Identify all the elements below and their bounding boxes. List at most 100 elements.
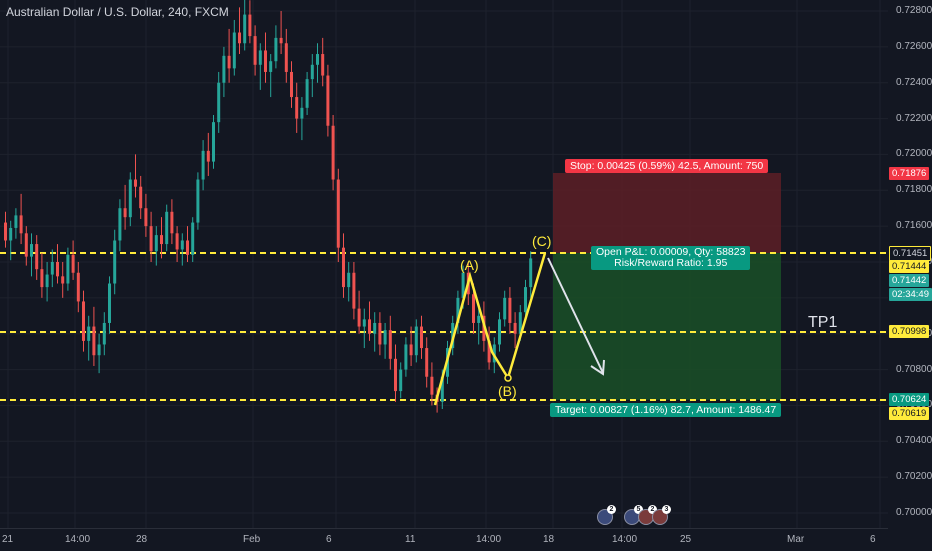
price-tick-label: 0.70800	[896, 363, 932, 375]
candle-body	[35, 244, 39, 270]
time-tick-label: Mar	[787, 534, 805, 545]
candle-body	[321, 54, 325, 76]
candle-body	[477, 315, 481, 323]
open-pnl-line-1: Open P&L: 0.00009, Qty: 58823	[596, 246, 746, 258]
time-tick-label: 14:00	[612, 534, 638, 545]
time-tick-label: Feb	[243, 534, 261, 545]
candle-body	[310, 64, 314, 80]
candle-body	[362, 319, 366, 327]
candle-body	[388, 330, 392, 359]
candle-body	[196, 179, 200, 223]
label-c: (C)	[532, 233, 552, 249]
candle-body	[118, 208, 122, 241]
candle-body	[253, 36, 257, 65]
candle-body	[61, 276, 65, 284]
candle-body	[357, 308, 361, 327]
tp1-price-badge: 0.70998	[889, 325, 930, 338]
candle-body	[316, 54, 319, 65]
candle-body	[284, 43, 288, 72]
candle-body	[175, 233, 179, 250]
candle-body	[518, 312, 522, 334]
last-price-badge: 0.71444	[889, 260, 930, 273]
candle-body	[487, 340, 491, 363]
candle-body	[144, 208, 148, 227]
time-tick-label: 28	[136, 534, 148, 545]
candle-body	[425, 348, 429, 377]
price-tick-label: 0.70000	[896, 506, 932, 518]
current-price-badge: 0.71442	[889, 274, 930, 287]
time-tick-label: 18	[543, 534, 555, 545]
label-a: (A)	[460, 257, 479, 273]
candles	[4, 0, 533, 413]
candle-body	[45, 274, 49, 288]
candle-body	[420, 326, 423, 349]
event-count: 2	[648, 505, 657, 514]
open-pnl-line-2: Risk/Reward Ratio: 1.95	[614, 257, 728, 269]
candle-body	[440, 376, 444, 402]
candle-body	[14, 215, 18, 228]
event-count: 5	[634, 505, 643, 514]
open-pnl-label: Open P&L: 0.00009, Qty: 58823 Risk/Rewar…	[591, 246, 751, 270]
time-tick-label: 21	[2, 534, 14, 545]
candle-body	[97, 344, 101, 356]
candle-body	[102, 322, 106, 345]
candle-body	[66, 254, 70, 284]
candle-body	[513, 322, 517, 334]
point-b-marker	[504, 374, 512, 382]
candle-body	[373, 322, 377, 334]
candle-body	[108, 283, 111, 323]
candle-body	[378, 322, 382, 345]
candle-body	[217, 82, 221, 123]
symbol-title: Australian Dollar / U.S. Dollar, 240, FX…	[6, 5, 229, 19]
tp1-label: TP1	[808, 314, 838, 331]
time-tick-label: 14:00	[65, 534, 91, 545]
candle-body	[154, 235, 158, 252]
time-axis[interactable]: 21 14:00 28 Feb 6 11 14:00 18 14:00 25 Mar 6	[0, 528, 888, 551]
candle-body	[71, 254, 75, 273]
candle-body	[269, 61, 273, 72]
candle-body	[206, 150, 210, 162]
candle-body	[394, 358, 397, 392]
candle-body	[305, 79, 309, 108]
countdown-badge: 02:34:49	[889, 288, 932, 301]
candle-body	[498, 319, 501, 345]
candle-body	[4, 222, 7, 241]
candle-body	[524, 287, 527, 313]
candle-body	[212, 122, 215, 162]
candle-body	[331, 125, 335, 180]
candle-body	[461, 272, 465, 298]
candle-body	[56, 261, 59, 277]
target-zone	[553, 253, 781, 400]
candle-body	[186, 240, 189, 255]
candle-body	[243, 14, 247, 44]
candle-body	[201, 150, 205, 180]
candle-body	[238, 32, 241, 44]
entry-price-badge: 0.71451	[889, 246, 932, 261]
candle-body	[300, 107, 304, 119]
candle-body	[404, 344, 408, 370]
candle-body	[40, 269, 44, 288]
price-chart[interactable]	[0, 0, 888, 528]
candle-body	[336, 179, 340, 248]
candle-body	[399, 369, 403, 392]
time-tick-label: 14:00	[476, 534, 502, 545]
price-tick-label: 0.72800	[896, 5, 932, 16]
price-tick-label: 0.70400	[896, 435, 932, 447]
candle-body	[279, 37, 283, 44]
candle-body	[342, 247, 345, 288]
candle-body	[87, 326, 91, 341]
candle-body	[326, 75, 330, 126]
candle-body	[149, 226, 153, 252]
candle-body	[295, 97, 299, 119]
low-price-badge: 0.70619	[889, 407, 930, 420]
candle-body	[368, 319, 371, 334]
candle-body	[409, 344, 413, 356]
candle-body	[92, 326, 96, 356]
price-tick-label: 0.72400	[896, 76, 932, 88]
time-tick-label: 25	[680, 534, 692, 545]
candle-body	[264, 50, 267, 72]
candle-body	[430, 376, 434, 395]
candle-body	[248, 14, 252, 37]
label-b: (B)	[498, 383, 517, 399]
